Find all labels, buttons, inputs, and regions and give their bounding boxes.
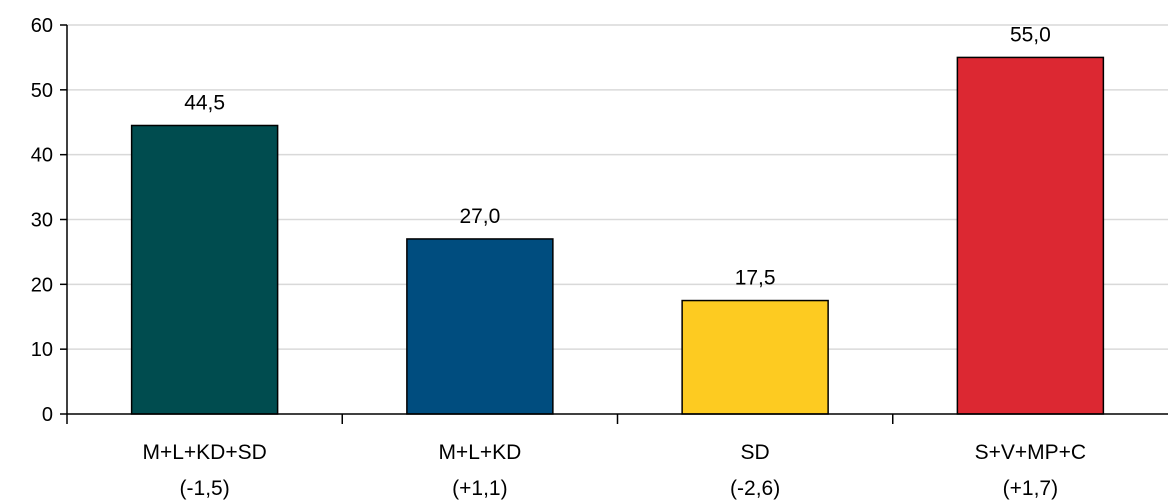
bar — [406, 238, 554, 415]
bar — [681, 299, 829, 415]
category-sublabel: (+1,7) — [1003, 477, 1058, 500]
data-label: 27,0 — [459, 205, 500, 228]
category-label: S+V+MP+C — [975, 441, 1086, 464]
data-label: 17,5 — [735, 267, 776, 290]
category-label: M+L+KD+SD — [142, 441, 266, 464]
category-sublabel: (-2,6) — [730, 477, 780, 500]
y-tick-label: 50 — [31, 80, 53, 102]
y-tick-label: 10 — [31, 339, 53, 361]
category-sublabel: (-1,5) — [180, 477, 230, 500]
y-tick-label: 60 — [31, 15, 53, 37]
bar — [956, 56, 1105, 415]
y-tick-label: 0 — [42, 404, 53, 426]
category-label: M+L+KD — [438, 441, 521, 464]
data-label: 44,5 — [184, 91, 225, 114]
data-labels: 44,5 27,0 17,5 55,0 — [184, 23, 1051, 289]
y-tick-label: 40 — [31, 145, 53, 167]
y-axis-ticks: 0 10 20 30 40 50 60 — [31, 15, 67, 426]
category-labels: M+L+KD+SD (-1,5) M+L+KD (+1,1) SD (-2,6) S+V+M… — [142, 441, 1086, 500]
y-tick-label: 20 — [31, 274, 53, 296]
x-axis — [66, 25, 1168, 424]
category-sublabel: (+1,1) — [452, 477, 507, 500]
category-label: SD — [741, 441, 770, 464]
bars — [130, 56, 1105, 415]
data-label: 55,0 — [1010, 23, 1051, 46]
y-tick-label: 30 — [31, 210, 53, 232]
bar — [130, 124, 279, 415]
